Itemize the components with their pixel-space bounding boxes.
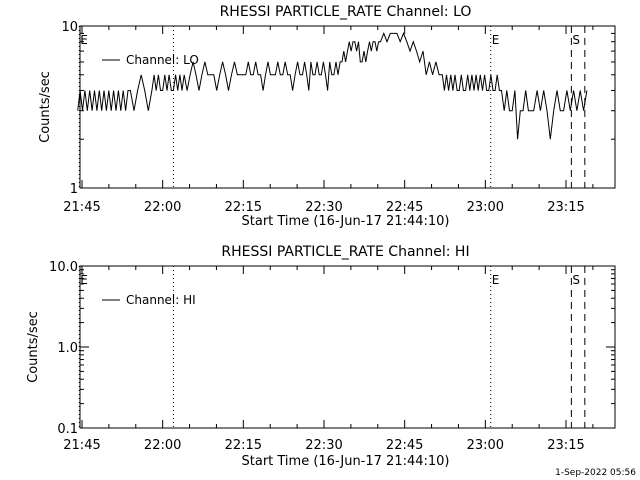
marker-label-1-3: S: [572, 273, 580, 287]
y-tick-label-1-1: 1.0: [57, 341, 78, 356]
x-tick-label-1-5: 23:00: [467, 438, 504, 453]
legend-label-0: Channel: LO: [126, 53, 199, 67]
y-tick-label-1-2: 10.0: [49, 260, 78, 275]
y-tick-label-1-0: 0.1: [57, 422, 78, 437]
x-tick-label-1-6: 23:15: [547, 438, 584, 453]
chart-title-1: RHESSI PARTICLE_RATE Channel: HI: [221, 244, 469, 260]
series-line-0: [77, 32, 588, 140]
marker-label-1-0: E: [80, 273, 88, 287]
x-tick-label-0-6: 23:15: [547, 200, 584, 215]
y-tick-label-0-0: 1: [70, 182, 78, 197]
x-tick-label-1-0: 21:45: [63, 438, 100, 453]
x-tick-label-0-2: 22:15: [225, 200, 262, 215]
x-tick-label-0-1: 22:00: [144, 200, 181, 215]
x-tick-label-0-4: 22:45: [386, 200, 423, 215]
x-tick-label-0-0: 21:45: [63, 200, 100, 215]
legend-label-1: Channel: HI: [126, 293, 196, 307]
y-axis-label-1: Counts/sec: [26, 311, 41, 383]
x-tick-label-1-4: 22:45: [386, 438, 423, 453]
y-tick-label-0-1: 10: [61, 20, 78, 35]
plot-timestamp: 1-Sep-2022 05:56: [555, 468, 636, 478]
marker-label-0-0: E: [80, 33, 88, 47]
plot-frame-0: [79, 25, 616, 189]
plot-frame-1: [79, 265, 616, 429]
x-tick-label-0-3: 22:30: [305, 200, 342, 215]
x-tick-label-1-3: 22:30: [305, 438, 342, 453]
x-axis-label-0: Start Time (16-Jun-17 21:44:10): [242, 214, 450, 229]
marker-label-0-3: S: [572, 33, 580, 47]
marker-label-1-2: E: [492, 273, 500, 287]
x-tick-label-1-2: 22:15: [225, 438, 262, 453]
x-axis-label-1: Start Time (16-Jun-17 21:44:10): [242, 454, 450, 469]
x-tick-label-1-1: 22:00: [144, 438, 181, 453]
y-axis-label-0: Counts/sec: [38, 71, 53, 143]
chart-title-0: RHESSI PARTICLE_RATE Channel: LO: [220, 4, 472, 20]
marker-label-0-2: E: [492, 33, 500, 47]
x-tick-label-0-5: 23:00: [467, 200, 504, 215]
